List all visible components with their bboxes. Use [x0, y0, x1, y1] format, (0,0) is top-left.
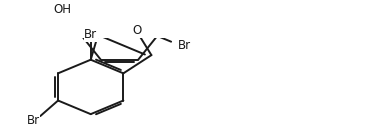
Text: Br: Br	[178, 39, 191, 52]
Text: OH: OH	[53, 3, 71, 16]
Text: Br: Br	[27, 114, 40, 127]
Text: O: O	[132, 24, 141, 37]
Text: Br: Br	[84, 28, 97, 41]
